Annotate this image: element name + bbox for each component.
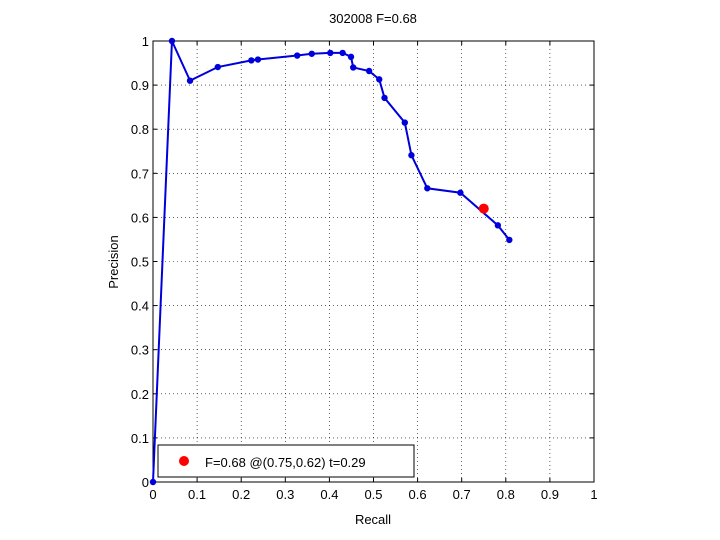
data-point bbox=[327, 49, 334, 57]
x-axis-label: Recall bbox=[355, 512, 391, 527]
data-point bbox=[401, 119, 409, 126]
data-point bbox=[294, 52, 301, 59]
data-point bbox=[494, 222, 502, 229]
y-tick-label: 0.5 bbox=[131, 255, 149, 270]
x-tick-label: 0.6 bbox=[409, 487, 427, 502]
x-tick-label: 0.1 bbox=[188, 487, 206, 502]
data-point bbox=[376, 76, 383, 83]
data-point bbox=[381, 94, 388, 102]
data-point bbox=[339, 49, 346, 57]
data-point bbox=[506, 236, 513, 244]
data-point bbox=[186, 77, 194, 84]
x-tick-label: 0.7 bbox=[453, 487, 471, 502]
x-tick-label: 0.4 bbox=[320, 487, 338, 502]
x-tick-label: 1 bbox=[590, 487, 597, 502]
best-f-point bbox=[478, 203, 489, 214]
y-axis-label: Precision bbox=[106, 235, 121, 288]
y-tick-label: 0.9 bbox=[131, 78, 149, 93]
y-tick-label: 0 bbox=[142, 475, 149, 490]
y-tick-label: 0.6 bbox=[131, 210, 149, 225]
series-group bbox=[149, 37, 513, 486]
x-tick-label: 0.5 bbox=[364, 487, 382, 502]
legend-marker bbox=[179, 456, 189, 466]
data-point bbox=[308, 50, 315, 57]
y-tick-label: 0.2 bbox=[131, 387, 149, 402]
x-tick-label: 0 bbox=[149, 487, 156, 502]
x-tick-label: 0.9 bbox=[541, 487, 559, 502]
data-point bbox=[214, 63, 222, 71]
data-point bbox=[248, 57, 255, 64]
data-point bbox=[365, 67, 373, 75]
data-point bbox=[149, 478, 157, 486]
data-point bbox=[254, 56, 262, 63]
legend-box bbox=[157, 444, 415, 478]
y-tick-label: 0.8 bbox=[131, 122, 149, 137]
grid-lines bbox=[153, 41, 594, 482]
chart-title: 302008 F=0.68 bbox=[329, 11, 417, 26]
x-tick-label: 0.3 bbox=[276, 487, 294, 502]
y-tick-label: 0.4 bbox=[131, 299, 149, 314]
y-tick-label: 0.1 bbox=[131, 431, 149, 446]
data-point bbox=[457, 189, 464, 196]
data-point bbox=[350, 64, 357, 71]
y-tick-label: 0.3 bbox=[131, 343, 149, 358]
x-tick-label: 0.2 bbox=[232, 487, 250, 502]
y-tick-label: 0.7 bbox=[131, 166, 149, 181]
data-point bbox=[168, 37, 176, 45]
y-tick-label: 1 bbox=[142, 34, 149, 49]
legend: F=0.68 @(0.75,0.62) t=0.29 bbox=[157, 444, 415, 478]
data-point bbox=[408, 152, 415, 159]
x-tick-label: 0.8 bbox=[497, 487, 515, 502]
data-point bbox=[347, 53, 355, 61]
axis-ticks: 0 0.1 0.2 0.3 0.4 0.5 0.6 0.7 0.8 0.9 1 0 0.1 0.2 0.3 0… bbox=[131, 34, 598, 502]
legend-label: F=0.68 @(0.75,0.62) t=0.29 bbox=[205, 455, 366, 470]
data-point bbox=[424, 185, 431, 192]
